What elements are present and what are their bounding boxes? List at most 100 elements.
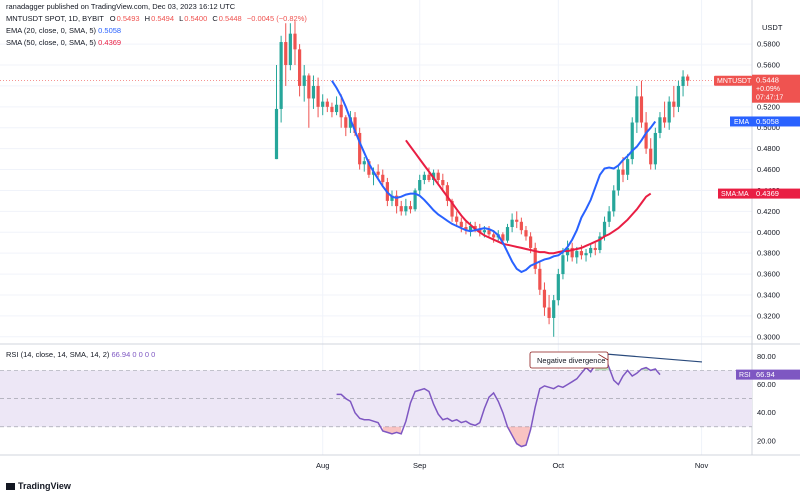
candle-body — [358, 132, 362, 165]
ohlc-high-value: 0.5494 — [151, 14, 175, 23]
candle-body — [676, 85, 681, 107]
candle-body — [662, 117, 667, 123]
candle-body — [515, 219, 519, 222]
ohlc-change: −0.0045 (−0.82%) — [246, 14, 307, 23]
candle-body — [464, 227, 468, 231]
candle-body — [505, 227, 510, 241]
last-price-change: +0.09% — [756, 86, 780, 93]
ohlc-low-label: L — [179, 14, 184, 23]
candle-body — [330, 106, 334, 113]
candle-body — [478, 229, 482, 233]
price-tick-label: 0.5800 — [757, 40, 780, 49]
candle-body — [482, 230, 486, 233]
candle-body — [649, 148, 653, 165]
tradingview-watermark: TradingView — [6, 481, 71, 491]
candle-body — [408, 206, 413, 210]
candle-body — [362, 161, 366, 165]
rsi-oversold-fill — [507, 426, 531, 447]
candle-body — [436, 172, 440, 180]
price-tick-label: 0.3000 — [757, 332, 780, 341]
candle-body — [441, 180, 445, 186]
candle-body — [404, 206, 408, 212]
sma-axis-label: SMA:MA — [721, 191, 749, 198]
candle-body — [538, 268, 542, 290]
candle-body — [468, 225, 473, 231]
candle-body — [510, 219, 514, 228]
candle-body — [288, 33, 292, 66]
candle-body — [612, 190, 616, 212]
candle-body — [450, 200, 454, 217]
sma-legend-label: SMA (50, close, 0, SMA, 5) — [6, 38, 97, 47]
candle-body — [529, 236, 533, 248]
candle-body — [422, 174, 426, 180]
last-price-value: 0.5448 — [756, 76, 779, 85]
candle-body — [561, 255, 565, 275]
ohlc-close-label: C — [212, 14, 218, 23]
candle-body — [376, 171, 380, 175]
candle-body — [593, 247, 597, 251]
candle-body — [418, 180, 422, 191]
candle-body — [575, 251, 579, 258]
last-price-symbol-text: MNTUSDT — [717, 78, 752, 85]
candle-body — [274, 108, 279, 160]
candle-body — [653, 132, 657, 165]
candle-body — [473, 225, 477, 230]
time-tick-label: Nov — [695, 461, 709, 470]
ema-axis-value: 0.5058 — [756, 117, 779, 126]
candle-body — [626, 159, 630, 175]
candle-body — [413, 190, 417, 210]
candle-body — [598, 236, 602, 251]
candle-body — [325, 101, 329, 107]
rsi-legend[interactable]: RSI (14, close, 14, SMA, 14, 2) 66.94 0 … — [6, 350, 155, 359]
rsi-tick-label: 40.00 — [757, 408, 776, 417]
price-tick-label: 0.5000 — [757, 123, 780, 132]
ema-legend[interactable]: EMA (20, close, 0, SMA, 5) 0.5058 — [6, 26, 121, 35]
candle-body — [307, 75, 311, 99]
candle-body — [445, 185, 450, 201]
candle-body — [339, 104, 343, 118]
candle-body — [353, 117, 357, 133]
candle-body — [607, 211, 611, 222]
ohlc-open-value: 0.5493 — [116, 14, 140, 23]
candle-body — [344, 117, 348, 128]
symbol-name: MNTUSDT SPOT, 1D, BYBIT — [6, 14, 104, 23]
candle-body — [602, 221, 607, 237]
candle-body — [681, 76, 685, 86]
candle-body — [367, 161, 371, 175]
candle-body — [547, 307, 551, 318]
candle-body — [321, 101, 325, 107]
ema-axis-value-box — [752, 116, 800, 127]
last-price-symbol-tag — [714, 75, 752, 86]
sma-legend[interactable]: SMA (50, close, 0, SMA, 5) 0.4369 — [6, 38, 121, 47]
candle-body — [556, 274, 560, 301]
price-tick-label: 0.3600 — [757, 270, 780, 279]
candle-body — [644, 122, 648, 149]
candle-body — [533, 247, 537, 269]
candle-body — [686, 76, 690, 81]
price-tick-label: 0.4800 — [757, 144, 780, 153]
rsi-axis-label: RSI — [739, 372, 751, 379]
candle-body — [616, 169, 620, 191]
price-tick-label: 0.4600 — [757, 165, 780, 174]
ema-legend-value: 0.5058 — [98, 26, 122, 35]
sma-axis-value-box — [752, 188, 800, 199]
price-tick-label: 0.4000 — [757, 228, 780, 237]
ohlc-close-value: 0.5448 — [218, 14, 242, 23]
rsi-axis-tag — [736, 369, 752, 380]
currency-label: USDT — [762, 23, 783, 32]
ohlc-open-label: O — [109, 14, 116, 23]
divergence-callout-pointer — [598, 353, 609, 361]
time-tick-label: Aug — [316, 461, 329, 470]
ema-20-line — [331, 80, 657, 274]
rsi-tick-label: 60.00 — [757, 380, 776, 389]
candle-body — [302, 75, 306, 86]
ema-legend-label: EMA (20, close, 0, SMA, 5) — [6, 26, 97, 35]
rsi-legend-values: 66.94 0 0 0 0 — [111, 350, 156, 359]
price-tick-label: 0.5200 — [757, 102, 780, 111]
candle-body — [584, 253, 588, 256]
price-tick-label: 0.4200 — [757, 207, 780, 216]
candle-body — [381, 174, 385, 183]
candle-body — [348, 117, 353, 128]
tradingview-logo-icon — [6, 483, 15, 490]
